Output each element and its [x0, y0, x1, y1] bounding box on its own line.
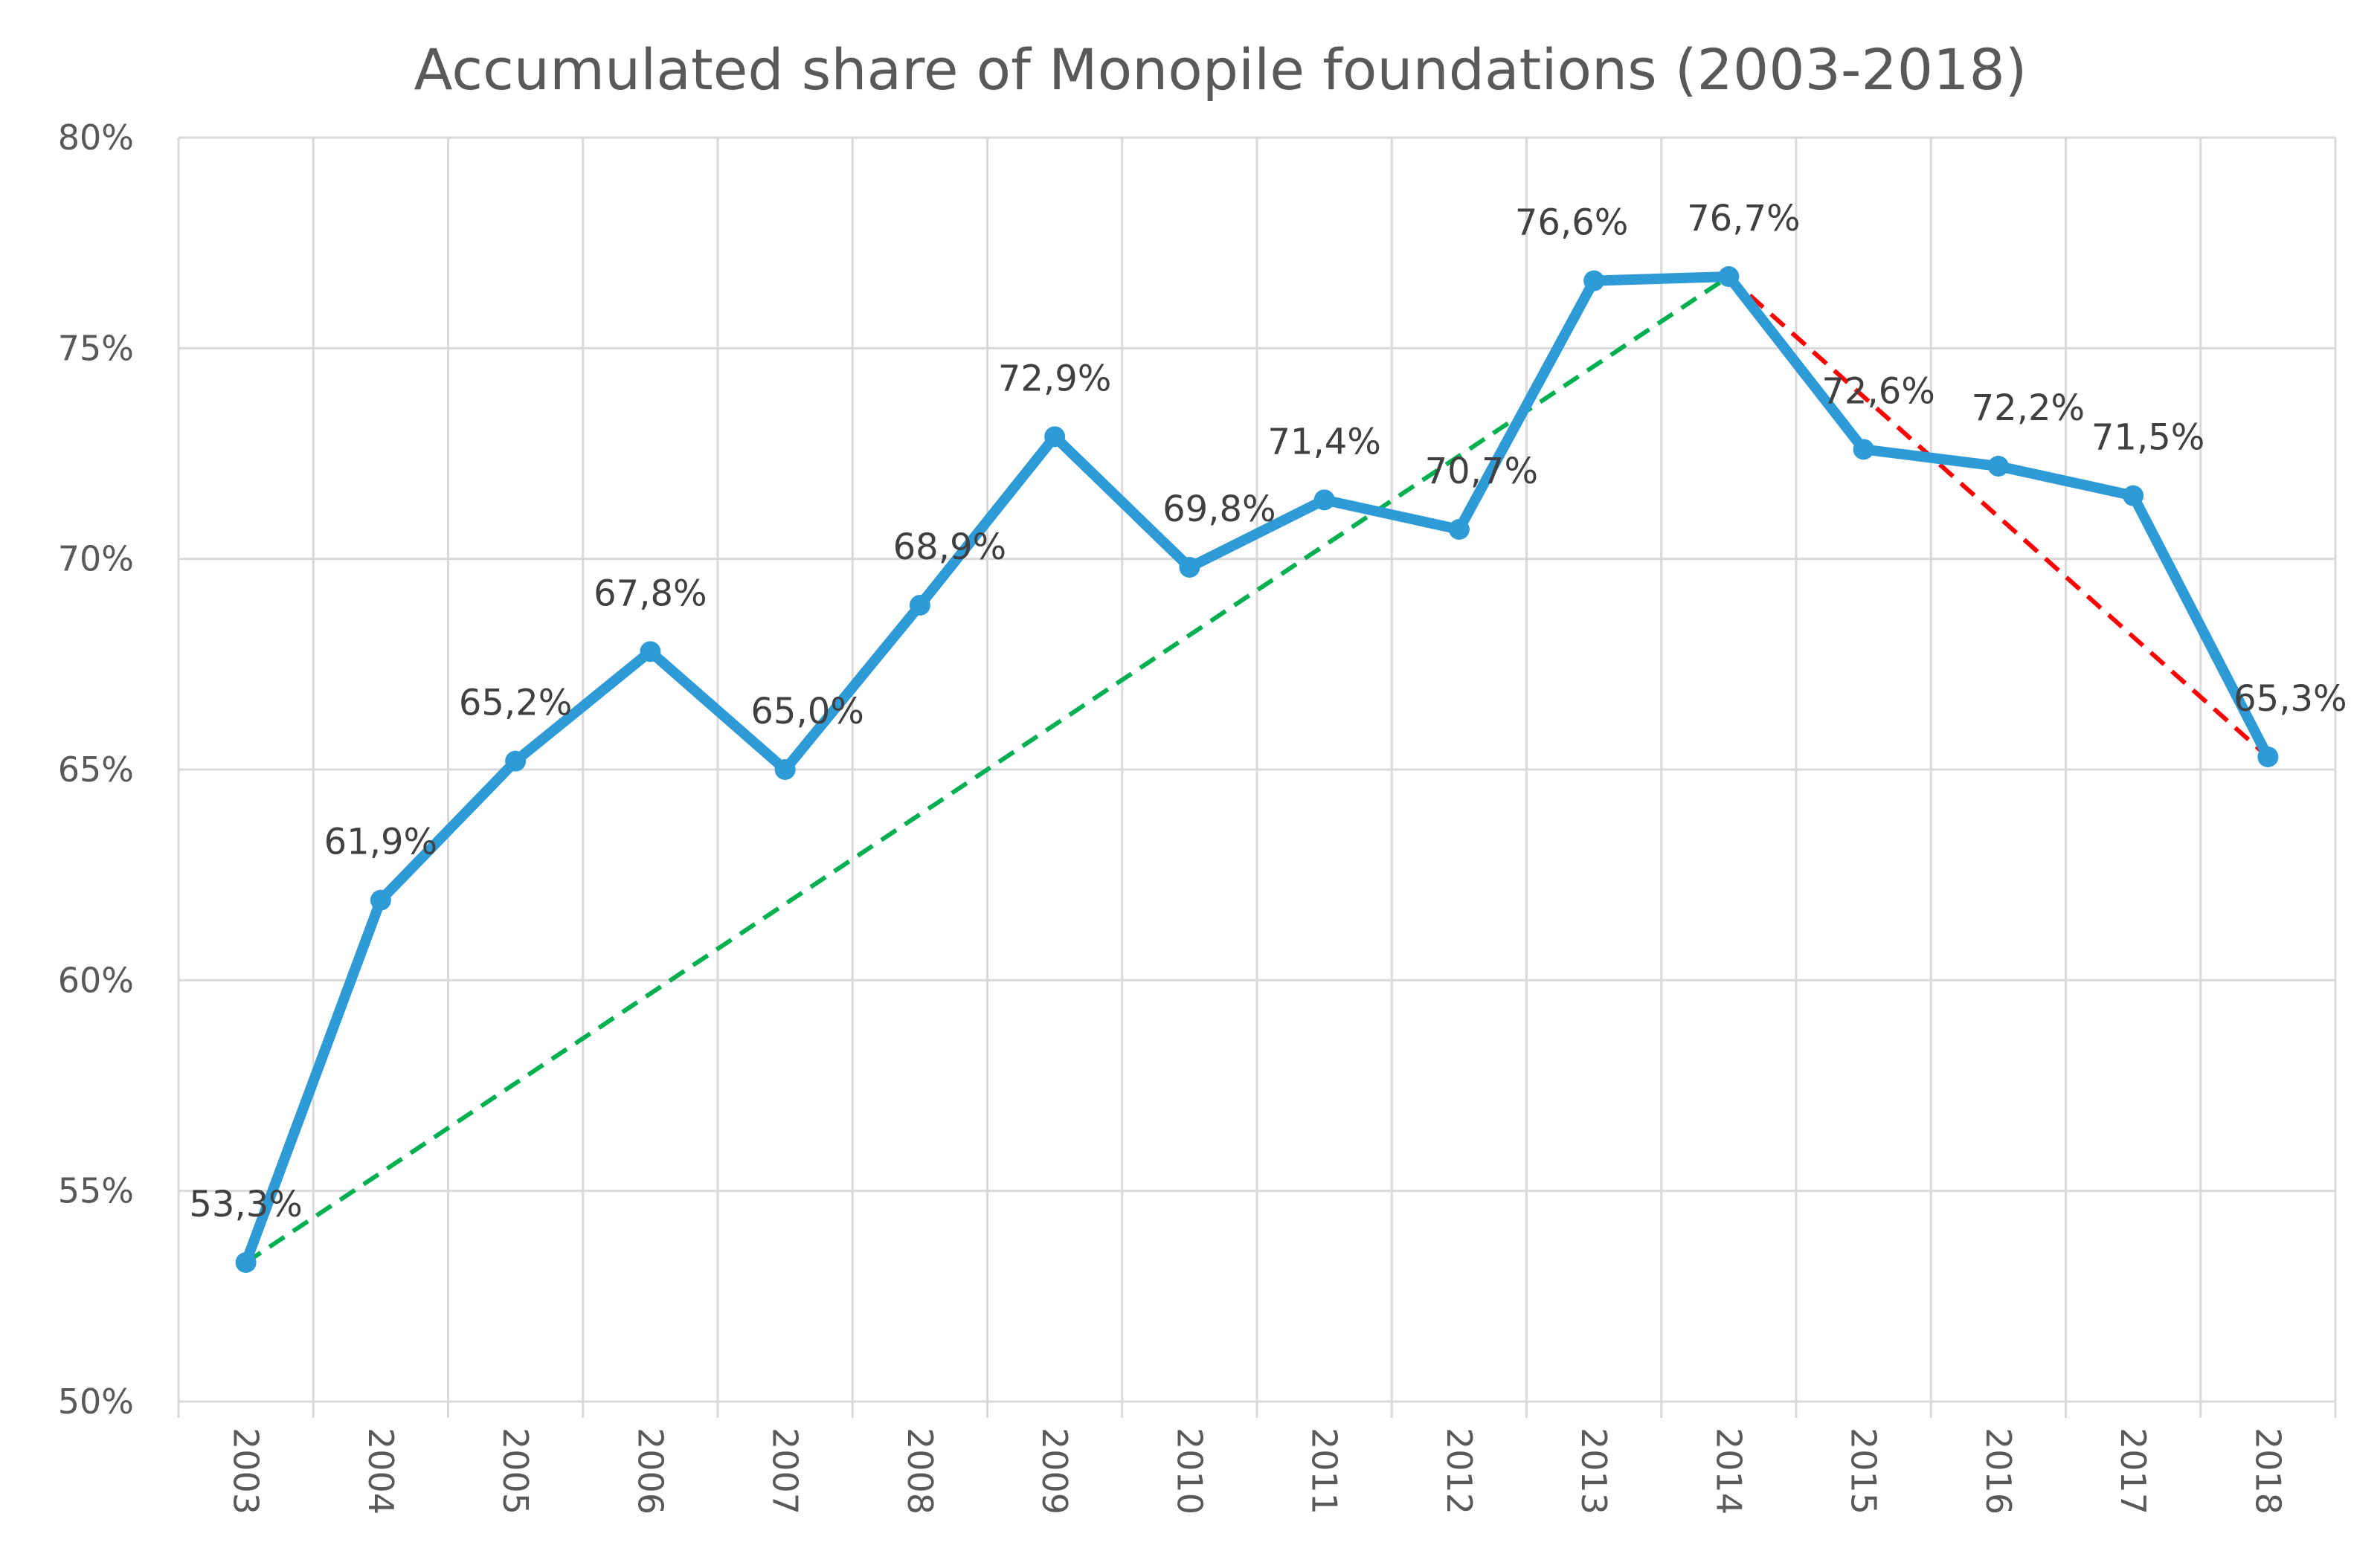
- x-tick-label: 2006: [630, 1428, 670, 1515]
- series: [235, 266, 2279, 1273]
- data-label-2018: 65,3%: [2233, 678, 2347, 720]
- data-label-2011: 71,4%: [1267, 421, 1380, 462]
- data-label-2005: 65,2%: [459, 683, 572, 724]
- x-tick-label: 2017: [2113, 1428, 2153, 1515]
- y-tick-label: 70%: [58, 539, 134, 579]
- x-tick-label: 2005: [495, 1428, 536, 1515]
- y-tick-label: 80%: [58, 117, 134, 158]
- x-tick-label: 2009: [1035, 1428, 1075, 1515]
- y-tick-label: 75%: [58, 328, 134, 368]
- data-labels: 53,3% 61,9% 65,2% 67,8% 65,0% 68,9% 72,9% 69,8%…: [189, 198, 2347, 1225]
- chart-title: Accumulated share of Monopile foundation…: [414, 36, 2027, 103]
- data-point-2017: [2123, 485, 2144, 506]
- x-tick-label: 2014: [1708, 1428, 1749, 1515]
- downward-trend-line: [1727, 274, 2270, 759]
- data-label-2015: 72,6%: [1821, 370, 1934, 412]
- data-label-2012: 70,7%: [1425, 451, 1538, 492]
- x-tick-label: 2004: [361, 1428, 401, 1515]
- y-tick-label: 55%: [58, 1171, 134, 1211]
- x-tick-label: 2010: [1169, 1428, 1209, 1515]
- data-label-2007: 65,0%: [750, 691, 863, 732]
- x-tick-label: 2008: [900, 1428, 940, 1515]
- data-point-2008: [909, 595, 930, 616]
- y-tick-label: 50%: [58, 1381, 134, 1422]
- x-tick-label: 2011: [1305, 1428, 1345, 1515]
- data-label-2003: 53,3%: [189, 1184, 302, 1225]
- x-tick-label: 2012: [1439, 1428, 1479, 1515]
- data-point-2012: [1448, 519, 1470, 540]
- data-point-2007: [774, 759, 796, 780]
- data-label-2006: 67,8%: [594, 573, 707, 614]
- data-label-2014: 76,7%: [1687, 198, 1800, 239]
- data-label-2017: 71,5%: [2091, 417, 2204, 459]
- data-label-2008: 68,9%: [893, 526, 1006, 568]
- data-point-2005: [505, 750, 527, 772]
- trendlines: [244, 274, 2270, 1265]
- x-tick-label: 2018: [2248, 1428, 2288, 1515]
- data-label-2013: 76,6%: [1515, 202, 1628, 244]
- data-point-2018: [2257, 747, 2279, 767]
- data-point-2011: [1313, 489, 1335, 511]
- x-tick-label: 2003: [226, 1428, 266, 1515]
- x-tick-label: 2007: [765, 1428, 805, 1515]
- data-point-2004: [370, 889, 391, 911]
- y-axis-ticks: 50% 55% 60% 65% 70% 75% 80%: [58, 117, 134, 1422]
- grid: [177, 136, 2337, 1418]
- y-tick-label: 60%: [58, 960, 134, 1000]
- x-tick-label: 2016: [1978, 1428, 2019, 1515]
- data-point-2015: [1853, 439, 1874, 460]
- data-label-2010: 69,8%: [1162, 488, 1276, 530]
- x-tick-label: 2015: [1844, 1428, 1884, 1515]
- data-label-2004: 61,9%: [324, 822, 437, 863]
- data-point-2010: [1179, 557, 1200, 578]
- data-point-2014: [1718, 266, 1740, 287]
- x-axis-ticks: 2003 2004 2005 2006 2007 2008 2009 2010 2011 2012…: [226, 1428, 2289, 1515]
- data-point-2016: [1987, 456, 2009, 477]
- data-point-2006: [640, 641, 661, 662]
- upward-trend-line: [244, 274, 1731, 1265]
- x-tick-label: 2013: [1574, 1428, 1614, 1515]
- data-point-2009: [1044, 426, 1066, 448]
- data-label-2009: 72,9%: [998, 358, 1111, 399]
- data-point-2013: [1583, 270, 1605, 291]
- data-label-2016: 72,2%: [1972, 387, 2085, 429]
- data-point-2003: [235, 1252, 257, 1273]
- series-line: [240, 271, 2274, 1268]
- y-tick-label: 65%: [58, 749, 134, 790]
